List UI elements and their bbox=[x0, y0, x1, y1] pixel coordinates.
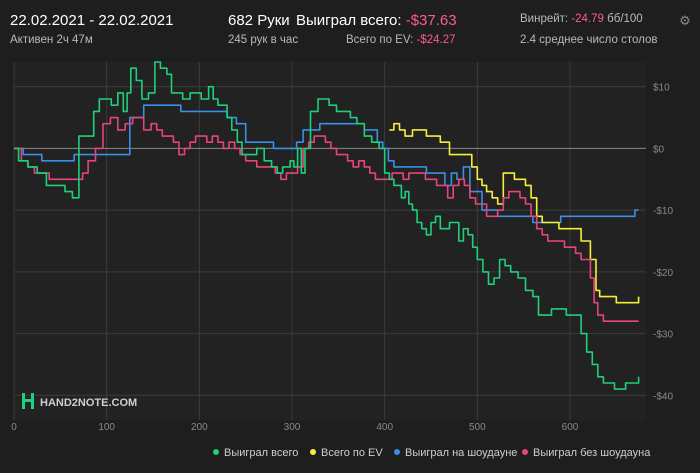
legend-dot bbox=[213, 449, 219, 455]
legend-item-3[interactable]: Выиграл без шоудауна bbox=[522, 447, 651, 459]
y-tick-label: $0 bbox=[653, 144, 665, 155]
y-tick-label: -$30 bbox=[653, 330, 673, 341]
date-range: 22.02.2021 - 22.02.2021 bbox=[10, 12, 174, 29]
won-total-label: Выиграл всего: bbox=[296, 12, 402, 29]
x-tick-label: 500 bbox=[469, 422, 486, 433]
gear-icon[interactable]: ⚙ bbox=[679, 13, 691, 28]
x-tick-label: 300 bbox=[284, 422, 301, 433]
y-tick-label: -$20 bbox=[653, 268, 673, 279]
hands-count: 682 Руки bbox=[228, 12, 290, 29]
y-axis-ticks: $10 $0 -$10 -$20 -$30 -$40 bbox=[653, 83, 673, 403]
chart-series bbox=[14, 61, 640, 390]
y-tick-label: -$40 bbox=[653, 391, 673, 402]
hand2note-logo: HAND2NOTE.COM bbox=[22, 393, 137, 409]
legend-label: Выиграл без шоудауна bbox=[533, 447, 651, 459]
active-time: Активен 2ч 47м bbox=[10, 34, 93, 46]
legend-item-1[interactable]: Всего по EV bbox=[310, 447, 383, 459]
won-total: Выиграл всего: -$37.63 bbox=[296, 12, 457, 29]
winrate-value: -24.79 bbox=[571, 13, 604, 25]
plot-background bbox=[14, 62, 646, 420]
ev-total: Всего по EV: -$24.27 bbox=[346, 34, 456, 46]
y-tick-label: $10 bbox=[653, 83, 670, 94]
ev-total-value: -$24.27 bbox=[416, 34, 456, 46]
legend-label: Выиграл на шоудауне bbox=[405, 447, 517, 459]
won-total-value: -$37.63 bbox=[405, 12, 457, 29]
legend-dot bbox=[522, 449, 528, 455]
winrate-unit: бб/100 bbox=[607, 13, 643, 25]
winrate: Винрейт: -24.79 бб/100 bbox=[520, 13, 643, 25]
avg-tables: 2.4 среднее число столов bbox=[520, 34, 658, 46]
logo-icon bbox=[22, 393, 34, 409]
legend-label: Всего по EV bbox=[321, 447, 383, 459]
legend-item-0[interactable]: Выиграл всего bbox=[213, 447, 298, 459]
x-tick-label: 0 bbox=[11, 422, 17, 433]
series-line-1 bbox=[389, 122, 640, 304]
chart-grid bbox=[13, 62, 646, 420]
legend-item-2[interactable]: Выиграл на шоудауне bbox=[394, 447, 517, 459]
series-line-0 bbox=[14, 61, 640, 390]
legend-dot bbox=[394, 449, 400, 455]
logo-text: HAND2NOTE.COM bbox=[40, 397, 137, 409]
ev-total-label: Всего по EV: bbox=[346, 34, 414, 46]
hands-per-hour: 245 рук в час bbox=[228, 34, 299, 46]
x-tick-label: 400 bbox=[376, 422, 393, 433]
x-tick-label: 600 bbox=[562, 422, 579, 433]
x-tick-label: 100 bbox=[98, 422, 115, 433]
y-tick-label: -$10 bbox=[653, 206, 673, 217]
legend-dot bbox=[310, 449, 316, 455]
x-tick-label: 200 bbox=[191, 422, 208, 433]
x-axis-ticks: 0 100 200 300 400 500 600 bbox=[11, 422, 579, 433]
legend-label: Выиграл всего bbox=[224, 447, 298, 459]
winrate-label: Винрейт: bbox=[520, 13, 569, 25]
chart-legend: Выиграл всего Всего по EV Выиграл на шоуда… bbox=[213, 447, 651, 459]
series-line-3 bbox=[14, 116, 639, 323]
